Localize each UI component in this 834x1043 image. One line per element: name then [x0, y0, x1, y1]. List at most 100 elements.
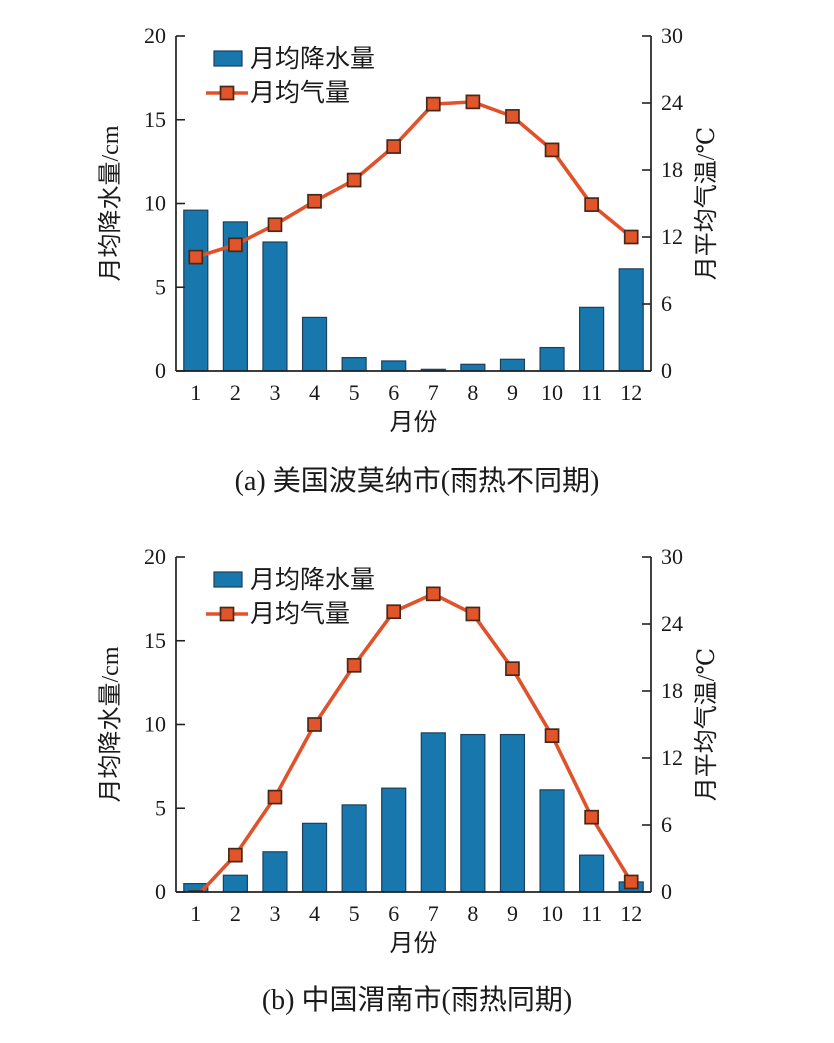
- precip-bar: [381, 360, 407, 372]
- temp-marker: [188, 249, 204, 265]
- x-axis-title: 月份: [390, 930, 438, 957]
- temp-marker: [346, 657, 362, 673]
- legend-line-label: 月均气量: [250, 79, 350, 107]
- precip-bar: [222, 874, 248, 893]
- precip-bar: [301, 822, 328, 893]
- legend-bar-swatch: [213, 50, 243, 67]
- x-tick-label: 6: [388, 380, 399, 405]
- precip-bar: [579, 306, 605, 372]
- right-tick-label: 12: [661, 224, 683, 249]
- x-tick-label: 3: [269, 380, 280, 405]
- temp-marker: [386, 604, 402, 620]
- precip-bar: [499, 733, 526, 893]
- left-tick-label: 15: [144, 628, 166, 653]
- left-tick-label: 5: [155, 795, 166, 820]
- temp-marker: [425, 586, 441, 602]
- temp-line-group: [188, 586, 639, 892]
- temp-marker: [465, 94, 481, 110]
- legend-line-marker: [219, 606, 235, 622]
- x-tick-label: 1: [190, 901, 201, 926]
- figure-b: 0 5 10 15 20 0 6 12 18 24 30 1 2 3 4 5 6 7 8 9 10 11 12 月份 月均降水量…: [0, 521, 834, 1020]
- right-tick-label: 0: [661, 879, 672, 904]
- temp-marker: [505, 661, 520, 677]
- x-tick-label: 9: [507, 380, 518, 405]
- temp-marker: [505, 109, 520, 124]
- x-tick-label: 3: [269, 901, 280, 926]
- temp-marker: [307, 193, 322, 209]
- precip-bar: [262, 851, 288, 893]
- right-tick-label: 18: [661, 157, 683, 182]
- x-tick-label: 6: [388, 901, 399, 926]
- right-tick-label: 6: [661, 812, 672, 837]
- x-tick-label: 2: [230, 901, 241, 926]
- left-tick-label: 20: [144, 23, 166, 48]
- x-tick-label: 12: [620, 380, 642, 405]
- precip-bar: [341, 357, 367, 372]
- left-tick-label: 10: [144, 191, 166, 216]
- precip-bar: [262, 241, 288, 372]
- figure-a: 0 5 10 15 20 0 6 12 18 24 30 1 2 3 4 5 6 7 8 9 10 11 12 月份 月均降水量…: [0, 0, 834, 501]
- x-tick-label: 10: [541, 901, 563, 926]
- temp-marker: [228, 237, 243, 253]
- right-tick-label: 12: [661, 745, 683, 770]
- temp-marker: [228, 847, 243, 863]
- x-tick-label: 10: [541, 380, 563, 405]
- legend-bar-label: 月均降水量: [250, 566, 375, 594]
- temp-marker: [425, 96, 441, 112]
- x-tick-label: 5: [349, 380, 360, 405]
- precip-bar: [341, 804, 367, 893]
- x-tick-label: 2: [230, 380, 241, 405]
- precip-bar: [420, 732, 446, 893]
- right-tick-label: 0: [661, 358, 672, 383]
- left-tick-label: 5: [155, 274, 166, 299]
- legend-bar-label: 月均降水量: [250, 45, 375, 73]
- temp-marker: [544, 142, 560, 158]
- x-axis-title: 月份: [390, 409, 438, 436]
- temp-marker: [584, 809, 599, 825]
- temp-marker: [267, 217, 283, 233]
- precip-bar: [460, 363, 486, 372]
- temp-marker: [346, 172, 362, 188]
- temp-marker: [307, 717, 322, 732]
- precip-bar: [381, 787, 407, 893]
- precip-bar: [539, 789, 565, 893]
- precip-bar: [579, 854, 605, 893]
- x-tick-label: 8: [467, 901, 478, 926]
- x-tick-label: 4: [309, 380, 320, 405]
- right-tick-label: 30: [661, 23, 683, 48]
- precip-bar: [618, 268, 644, 372]
- temp-line-group: [188, 94, 639, 265]
- precip-bar: [183, 209, 209, 372]
- left-tick-label: 15: [144, 107, 166, 132]
- x-tick-label: 9: [507, 901, 518, 926]
- left-axis-title: 月均降水量/cm: [97, 125, 124, 281]
- legend-bar-swatch: [213, 571, 243, 588]
- right-tick-label: 18: [661, 678, 683, 703]
- temp-line: [195, 100, 633, 259]
- precip-bar: [460, 733, 486, 893]
- x-tick-label: 1: [190, 380, 201, 405]
- temp-marker: [584, 197, 599, 212]
- temp-marker: [623, 874, 639, 890]
- left-tick-label: 10: [144, 712, 166, 737]
- x-tick-label: 4: [309, 901, 320, 926]
- temp-line: [198, 591, 633, 892]
- temp-marker: [623, 229, 639, 245]
- x-tick-label: 7: [428, 901, 439, 926]
- legend-line-marker: [219, 85, 235, 101]
- right-axis-title: 月平均气温/℃: [693, 127, 720, 281]
- precip-bar: [499, 358, 526, 372]
- temp-marker: [465, 606, 481, 622]
- right-tick-label: 6: [661, 291, 672, 316]
- precip-bar: [301, 316, 328, 372]
- x-tick-label: 12: [620, 901, 642, 926]
- x-tick-label: 11: [581, 901, 602, 926]
- x-tick-label: 7: [428, 380, 439, 405]
- right-tick-label: 24: [661, 611, 683, 636]
- right-axis-title: 月平均气温/℃: [693, 648, 720, 802]
- left-axis-title: 月均降水量/cm: [97, 646, 124, 802]
